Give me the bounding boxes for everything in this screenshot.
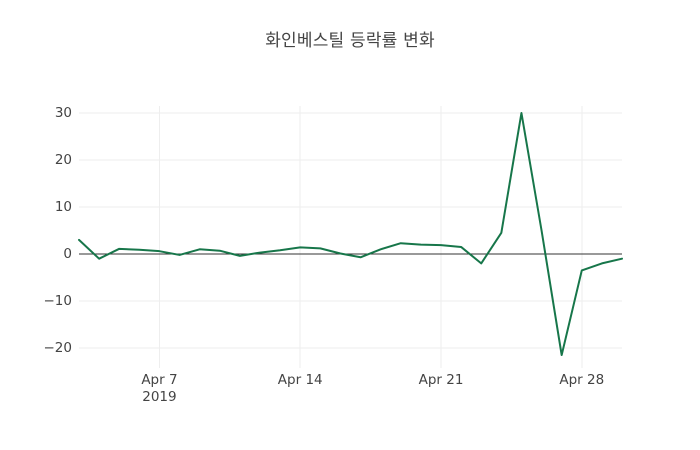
data-series-line bbox=[78, 112, 623, 357]
x-tick-label: Apr 14 bbox=[277, 372, 323, 388]
gridlines-group bbox=[79, 106, 622, 362]
x-tick-28: Apr 28 bbox=[522, 372, 642, 389]
x-tick-label: Apr 28 bbox=[559, 372, 605, 388]
y-tick-label: 30 bbox=[54, 105, 72, 121]
x-tick-label: Apr 7 2019 bbox=[141, 372, 178, 405]
x-tickmarks-group bbox=[158, 362, 583, 368]
y-tick-label: −20 bbox=[43, 340, 73, 356]
y-tick-label: 0 bbox=[63, 246, 72, 262]
y-tick-label: 20 bbox=[54, 152, 72, 168]
chart-title: 화인베스틸 등락률 변화 bbox=[265, 31, 435, 51]
x-tick-7: Apr 7 2019 bbox=[99, 372, 219, 406]
y-tick-label: −10 bbox=[43, 293, 73, 309]
y-tick-label: 10 bbox=[54, 199, 72, 215]
x-tick-14: Apr 14 bbox=[240, 372, 360, 389]
x-tick-21: Apr 21 bbox=[381, 372, 501, 389]
x-tick-label: Apr 21 bbox=[418, 372, 464, 388]
